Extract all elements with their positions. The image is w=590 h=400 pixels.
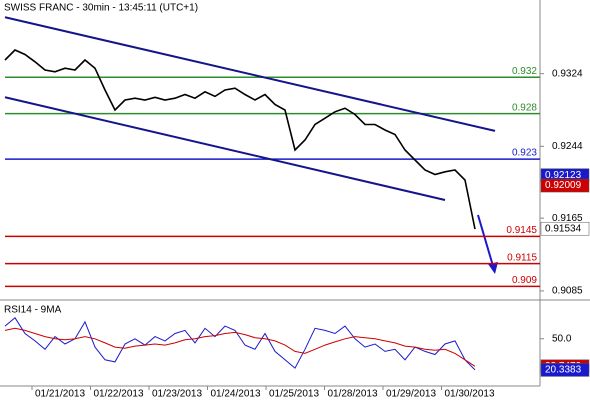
level-label: 0.9115 (507, 252, 537, 263)
level-label: 0.928 (512, 102, 537, 113)
channel-upper (4, 16, 496, 132)
price-marker-label: 0.92123 (545, 170, 582, 181)
x-tick-label: 01/24/2013 (210, 389, 260, 400)
channel-lower (4, 96, 446, 201)
price-marker-label: 20.3383 (545, 365, 582, 376)
series-line (4, 317, 476, 371)
price-marker (540, 363, 590, 377)
arrow-head (488, 262, 498, 274)
x-tick-label: 01/30/2013 (444, 389, 494, 400)
level-label: 0.923 (512, 148, 537, 159)
y-tick-label: 0.9244 (552, 141, 583, 152)
forecast-arrow (477, 214, 494, 267)
series-line (4, 49, 476, 230)
y-tick-label: 0.9165 (552, 213, 583, 224)
y-tick-label: 50.0 (552, 333, 572, 344)
price-marker-label: 0.92009 (545, 180, 582, 191)
x-tick-label: 01/22/2013 (93, 389, 143, 400)
x-tick-label: 01/21/2013 (35, 389, 85, 400)
x-tick-label: 01/25/2013 (269, 389, 319, 400)
price-marker (540, 178, 590, 193)
level-label: 0.932 (512, 66, 537, 77)
x-tick-label: 01/23/2013 (152, 389, 202, 400)
level-label: 0.9145 (506, 225, 537, 236)
series-line (4, 327, 476, 367)
x-tick-label: 01/28/2013 (327, 389, 377, 400)
chart-title: SWISS FRANC - 30min - 13:45:11 (UTC+1) (4, 3, 198, 14)
rsi-title: RSI14 - 9MA (4, 305, 62, 316)
price-marker (540, 221, 590, 236)
price-marker-label: 0.91534 (545, 223, 582, 234)
y-tick-label: 0.9085 (552, 286, 583, 297)
y-tick-label: 0.9324 (552, 68, 583, 79)
x-tick-label: 01/29/2013 (386, 389, 436, 400)
level-label: 0.909 (512, 275, 537, 286)
